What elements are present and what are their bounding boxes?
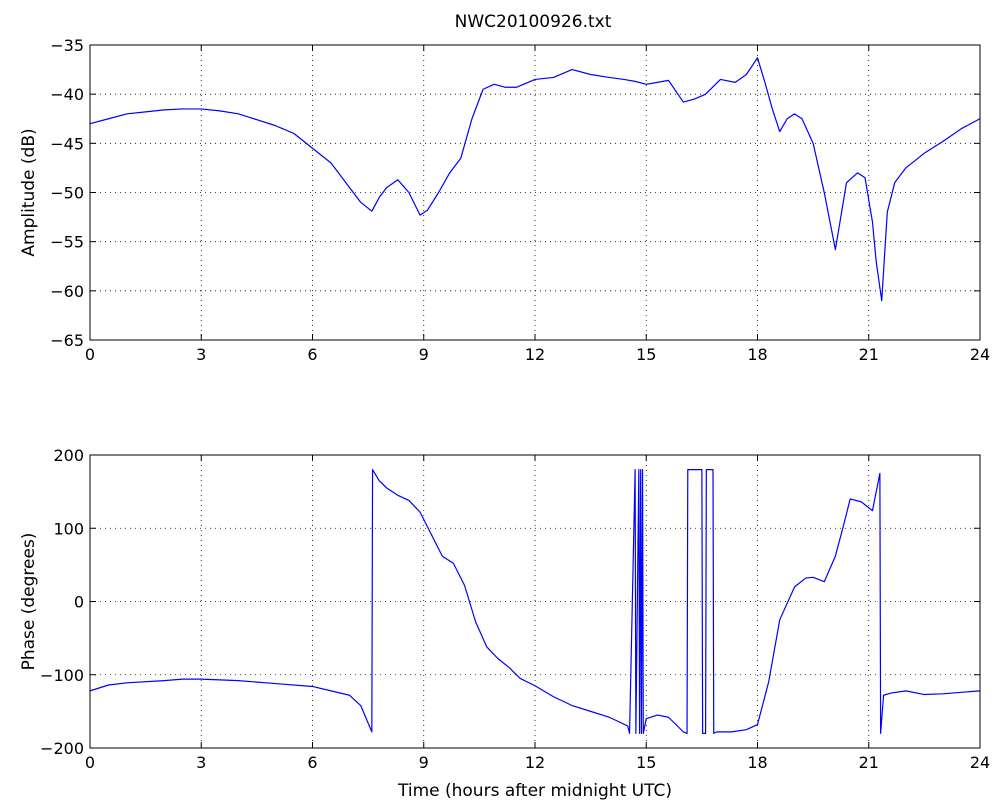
y-tick-label: −60 — [50, 282, 84, 301]
x-tick-label: 12 — [525, 345, 545, 364]
x-tick-label: 15 — [636, 753, 656, 772]
y-tick-label: −40 — [50, 85, 84, 104]
x-tick-label: 0 — [85, 753, 95, 772]
x-tick-label: 18 — [747, 345, 767, 364]
x-tick-label: 15 — [636, 345, 656, 364]
x-axis-label: Time (hours after midnight UTC) — [397, 781, 672, 801]
x-tick-label: 6 — [307, 345, 317, 364]
y-tick-label: −45 — [50, 134, 84, 153]
y-tick-label: 200 — [53, 446, 84, 465]
y-tick-label: −50 — [50, 184, 84, 203]
y-axis-label: Phase (degrees) — [19, 533, 39, 671]
x-tick-label: 24 — [970, 345, 990, 364]
amplitude-subplot: 0 3 6 9 12 15 18 21 24 −35 −40 −45 −50 −55 −60 −65 Ampli… — [19, 36, 990, 364]
x-tick-label: 9 — [419, 753, 429, 772]
series-line — [89, 57, 981, 302]
phase-subplot: 0 3 6 9 12 15 18 21 24 200 100 0 −100 −200 Phase (degr… — [19, 446, 990, 801]
x-tick-label: 3 — [196, 753, 206, 772]
x-tick-label: 3 — [196, 345, 206, 364]
y-tick-label: 100 — [53, 519, 84, 538]
x-tick-label: 9 — [419, 345, 429, 364]
y-tick-label: 0 — [74, 593, 84, 612]
x-tick-label: 12 — [525, 753, 545, 772]
axes-box — [89, 44, 981, 341]
y-tick-label: −65 — [50, 331, 84, 350]
chart-title: NWC20100926.txt — [455, 12, 612, 32]
axes-box — [89, 454, 981, 749]
x-tick-label: 18 — [747, 753, 767, 772]
y-tick-label: −200 — [40, 739, 84, 758]
y-tick-label: −55 — [50, 233, 84, 252]
x-tick-label: 0 — [85, 345, 95, 364]
y-axis-label: Amplitude (dB) — [19, 128, 39, 256]
series-line — [89, 469, 981, 734]
y-tick-label: −35 — [50, 36, 84, 55]
x-tick-label: 24 — [970, 753, 990, 772]
x-tick-label: 6 — [307, 753, 317, 772]
y-tick-label: −100 — [40, 666, 84, 685]
x-tick-label: 21 — [859, 753, 879, 772]
x-tick-label: 21 — [859, 345, 879, 364]
